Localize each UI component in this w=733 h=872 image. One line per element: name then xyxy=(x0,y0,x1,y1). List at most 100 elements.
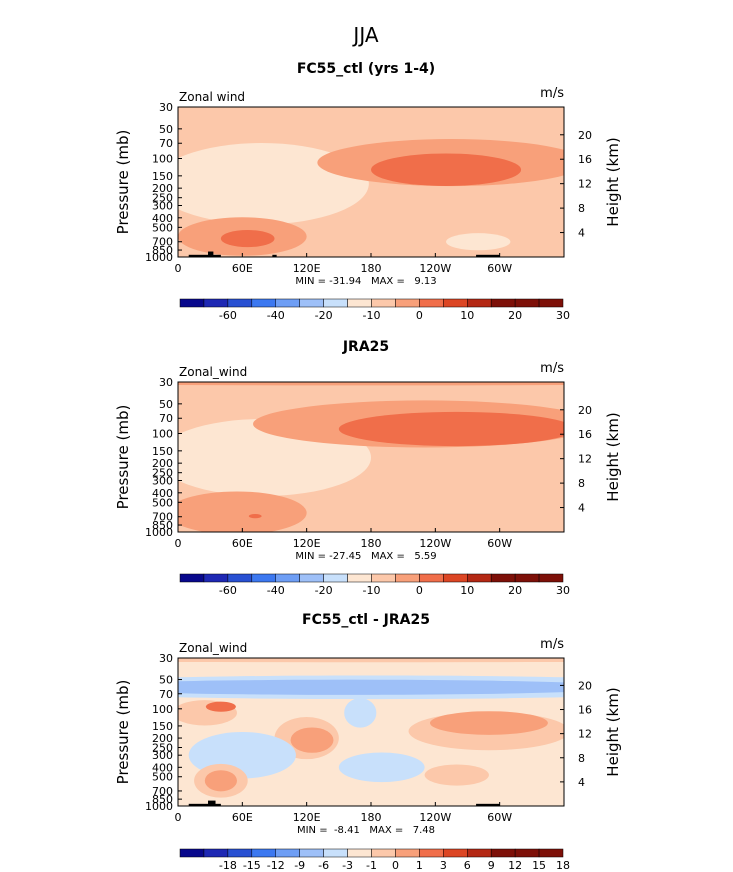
y-tick-label: 850 xyxy=(152,793,173,806)
colorbar-label: 20 xyxy=(508,584,522,597)
x-tick-label: 120W xyxy=(419,811,451,824)
y-tick-label: 700 xyxy=(152,236,173,249)
colorbar-swatch xyxy=(299,573,324,583)
colorbar-label: -60 xyxy=(219,309,237,322)
colorbar-swatch xyxy=(419,573,444,583)
colorbar-swatch xyxy=(443,298,468,308)
terrain-mask xyxy=(188,803,221,806)
colorbar-label: -10 xyxy=(363,584,381,597)
colorbar-label: -9 xyxy=(294,859,305,872)
colorbar-swatch xyxy=(490,298,516,308)
y-tick-label: 150 xyxy=(152,170,173,183)
contour-field xyxy=(178,382,564,532)
colorbar: -18 -15 -12 -9 -6 -3 -1 0 1 3 6 9 12 15 18 xyxy=(179,848,570,872)
colorbar-swatch xyxy=(347,848,372,858)
units-label: m/s xyxy=(540,361,564,376)
colorbar-label: 0 xyxy=(392,859,399,872)
height-tick-label: 16 xyxy=(578,704,592,717)
y-tick-label: 250 xyxy=(152,192,173,205)
variable-label: Zonal_wind xyxy=(179,641,247,655)
y-tick-label: 100 xyxy=(152,428,173,441)
y-tick-label: 150 xyxy=(152,445,173,458)
contour-stratos-band xyxy=(178,382,564,386)
colorbar-label: -18 xyxy=(219,859,237,872)
y-axis-right-label: Height (km) xyxy=(604,412,622,501)
contour-neg-mid xyxy=(338,752,425,783)
y-tick-label: 70 xyxy=(159,688,173,701)
colorbar-swatch xyxy=(467,848,492,858)
y-tick-label: 200 xyxy=(152,732,173,745)
variable-label: Zonal_wind xyxy=(179,365,247,379)
colorbar-swatch xyxy=(538,848,564,858)
x-tick-label: 60W xyxy=(487,262,512,275)
colorbar-swatch xyxy=(323,573,348,583)
contour-pos-low-east xyxy=(424,764,489,786)
y-tick-label: 500 xyxy=(152,771,173,784)
height-tick-label: 4 xyxy=(578,227,585,240)
units-label: m/s xyxy=(540,637,564,652)
colorbar-swatch xyxy=(179,298,205,308)
colorbar-swatch xyxy=(299,848,324,858)
x-tick-label: 180 xyxy=(361,537,382,550)
colorbar-swatch xyxy=(419,298,444,308)
terrain-mask xyxy=(272,254,277,257)
contour-pos-asia-core xyxy=(205,701,236,712)
panel-title: FC55_ctl - JRA25 xyxy=(302,612,430,628)
y-tick-label: 50 xyxy=(159,123,173,136)
x-tick-label: 60E xyxy=(232,811,253,824)
colorbar-swatch xyxy=(179,848,205,858)
y-axis-label: Pressure (mb) xyxy=(114,680,132,785)
colorbar-swatch xyxy=(514,573,540,583)
x-tick-label: 120W xyxy=(419,262,451,275)
y-tick-label: 50 xyxy=(159,398,173,411)
x-tick-label: 120E xyxy=(293,811,321,824)
terrain-mask xyxy=(476,254,500,257)
x-tick-label: 120E xyxy=(293,537,321,550)
y-tick-label: 1000 xyxy=(145,251,173,264)
x-tick-label: 60W xyxy=(487,811,512,824)
stats-label: MIN = -31.94 MAX = 9.13 xyxy=(295,276,436,287)
colorbar-label: 0 xyxy=(416,309,423,322)
x-tick-label: 60E xyxy=(232,262,253,275)
colorbar-swatch xyxy=(299,298,324,308)
y-tick-label: 1000 xyxy=(145,800,173,813)
colorbar-label: 3 xyxy=(440,859,447,872)
y-axis-right-label: Height (km) xyxy=(604,687,622,776)
colorbar-swatch xyxy=(443,573,468,583)
terrain-mask xyxy=(208,251,214,257)
colorbar-label: -10 xyxy=(363,309,381,322)
colorbar-swatch xyxy=(275,573,300,583)
colorbar-swatch xyxy=(395,848,420,858)
y-axis-label: Pressure (mb) xyxy=(114,130,132,235)
x-tick-label: 60W xyxy=(487,537,512,550)
colorbar-label: -1 xyxy=(366,859,377,872)
x-tick-label: 180 xyxy=(361,262,382,275)
colorbar-swatch xyxy=(227,573,253,583)
contour-westerly-max xyxy=(338,411,564,447)
panel-title: JRA25 xyxy=(342,339,389,355)
colorbar-swatch xyxy=(490,573,516,583)
y-axis-right-label: Height (km) xyxy=(604,137,622,226)
contour-dateline-dip xyxy=(344,698,377,728)
y-tick-label: 100 xyxy=(152,153,173,166)
y-tick-label: 500 xyxy=(152,496,173,509)
colorbar: -60 -40 -20 -10 0 10 20 30 xyxy=(179,573,570,597)
contour-strato-band-inner xyxy=(178,679,564,695)
contour-pos-east-core xyxy=(429,711,548,735)
colorbar-label: 0 xyxy=(416,584,423,597)
colorbar-label: -20 xyxy=(315,584,333,597)
figure-title: JJA xyxy=(351,23,378,47)
height-tick-label: 12 xyxy=(578,178,592,191)
y-tick-label: 100 xyxy=(152,703,173,716)
colorbar-label: 10 xyxy=(460,584,474,597)
x-tick-label: 120E xyxy=(293,262,321,275)
colorbar-label: -3 xyxy=(342,859,353,872)
terrain-mask xyxy=(476,803,500,806)
y-tick-label: 300 xyxy=(152,199,173,212)
height-tick-label: 20 xyxy=(578,679,592,692)
colorbar-swatch xyxy=(514,848,540,858)
y-tick-label: 400 xyxy=(152,761,173,774)
colorbar-label: 30 xyxy=(556,309,570,322)
colorbar-swatch xyxy=(323,298,348,308)
